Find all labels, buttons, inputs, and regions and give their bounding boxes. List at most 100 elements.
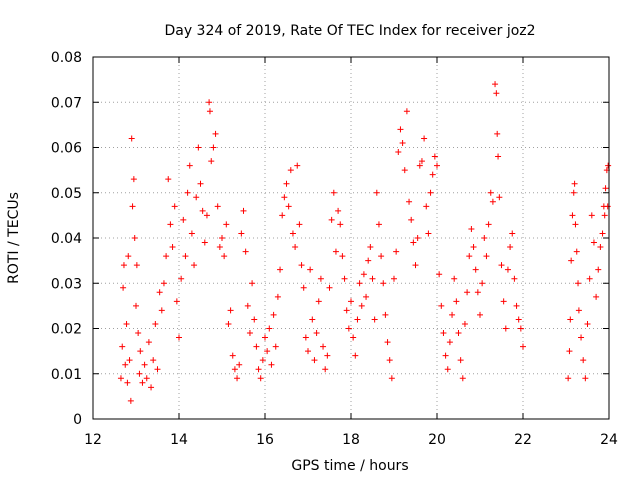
data-point: [369, 275, 376, 282]
data-point: [477, 311, 483, 318]
data-point: [249, 280, 256, 287]
data-point: [412, 262, 419, 269]
data-point: [158, 307, 165, 314]
data-point: [160, 280, 167, 287]
data-point: [150, 357, 157, 364]
data-point: [384, 339, 391, 346]
y-axis-label: ROTI / TECUs: [6, 192, 22, 284]
data-point: [495, 153, 502, 160]
x-tick-label: 24: [600, 432, 618, 448]
data-point: [163, 253, 170, 260]
data-point: [414, 235, 421, 241]
data-point: [380, 280, 387, 287]
data-point: [595, 266, 602, 273]
data-point: [571, 180, 578, 187]
data-point: [123, 320, 130, 327]
data-point: [575, 307, 582, 314]
data-point: [285, 203, 292, 210]
data-point: [391, 275, 397, 282]
x-tick-label: 22: [514, 432, 532, 448]
data-point: [169, 244, 176, 251]
data-point: [572, 221, 579, 228]
data-point: [580, 357, 587, 364]
data-point: [171, 203, 178, 210]
data-point: [569, 212, 576, 219]
data-point: [568, 257, 575, 264]
data-point: [317, 275, 324, 282]
y-tick-label: 0.01: [51, 367, 82, 383]
data-point: [371, 316, 378, 323]
y-tick-label: 0.06: [51, 141, 82, 157]
data-point: [191, 262, 198, 269]
data-point: [264, 348, 271, 355]
data-point: [427, 189, 434, 196]
data-point: [302, 334, 309, 341]
data-point: [513, 302, 520, 309]
data-point: [283, 180, 290, 187]
data-point: [296, 221, 303, 228]
data-point: [182, 253, 189, 260]
data-point: [262, 334, 268, 341]
data-point: [223, 221, 230, 228]
data-point: [274, 293, 281, 300]
data-point: [236, 361, 243, 368]
data-point: [136, 370, 143, 377]
data-point: [590, 239, 597, 246]
data-point: [601, 212, 608, 219]
data-point: [515, 316, 522, 323]
data-point: [481, 235, 488, 241]
data-point: [599, 230, 606, 237]
data-point: [270, 311, 277, 318]
data-point: [320, 343, 327, 350]
data-point: [479, 280, 486, 287]
data-point: [203, 212, 210, 219]
data-point: [257, 375, 264, 382]
data-point: [474, 289, 481, 296]
data-point: [139, 379, 146, 386]
data-point: [240, 207, 247, 214]
data-point: [373, 189, 380, 196]
data-point: [326, 284, 333, 291]
data-point: [597, 244, 604, 251]
data-point: [507, 244, 514, 251]
data-point: [315, 298, 322, 305]
data-point: [199, 207, 206, 214]
data-point: [358, 302, 365, 309]
data-point: [176, 334, 182, 341]
data-point: [472, 266, 479, 273]
y-tick-label: 0.04: [51, 231, 82, 247]
data-point: [406, 198, 413, 205]
y-tick-label: 0.05: [51, 186, 82, 202]
data-point: [421, 135, 428, 142]
data-point: [352, 352, 359, 359]
data-point: [234, 375, 241, 382]
data-point: [208, 158, 215, 165]
data-point: [298, 262, 305, 269]
data-point: [489, 198, 496, 205]
y-tick-label: 0.07: [51, 95, 82, 111]
x-tick-label: 16: [256, 432, 274, 448]
data-point: [403, 108, 410, 115]
data-point: [399, 139, 406, 146]
data-point: [227, 307, 234, 314]
data-point: [165, 176, 172, 183]
data-point: [277, 266, 284, 273]
data-point: [578, 334, 585, 341]
data-point: [129, 203, 136, 210]
y-tick-label: 0.03: [51, 276, 82, 292]
data-point: [279, 212, 286, 219]
data-point: [575, 280, 582, 287]
data-point: [300, 284, 307, 291]
data-point: [259, 357, 266, 364]
data-point: [504, 266, 511, 273]
data-point: [429, 171, 436, 178]
grid-lines: [93, 57, 609, 419]
data-point: [156, 289, 163, 296]
x-tick-label: 18: [342, 432, 360, 448]
data-point: [143, 375, 150, 382]
data-point: [119, 343, 126, 350]
data-point: [186, 162, 193, 169]
data-point: [292, 244, 299, 251]
data-point: [425, 230, 432, 237]
data-point: [154, 366, 161, 373]
